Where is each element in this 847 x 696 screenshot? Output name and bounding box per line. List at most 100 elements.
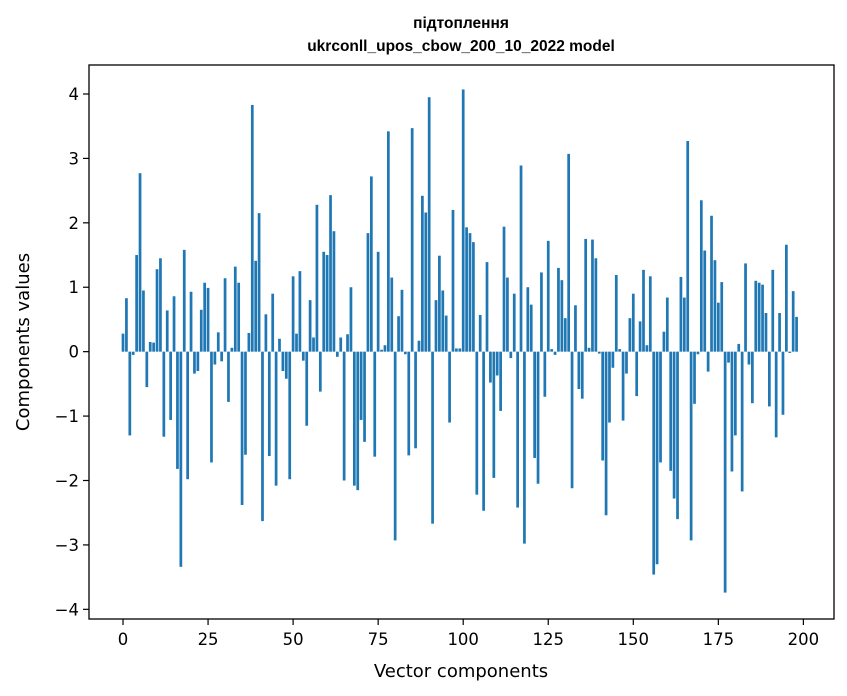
bar xyxy=(659,351,662,463)
bar xyxy=(227,351,230,402)
bar xyxy=(761,284,764,352)
x-tick-label: 75 xyxy=(368,630,389,649)
bar xyxy=(747,351,751,365)
bar xyxy=(397,316,400,352)
bar xyxy=(696,351,700,355)
bar xyxy=(676,351,679,520)
bar xyxy=(628,318,632,352)
bar xyxy=(533,351,536,458)
bar xyxy=(369,176,373,352)
bar xyxy=(703,250,707,352)
plot-frame xyxy=(88,64,835,620)
bar xyxy=(727,351,730,363)
x-tick-label: 125 xyxy=(532,630,564,649)
bar xyxy=(203,282,207,352)
bar xyxy=(138,173,142,352)
bar xyxy=(563,318,567,352)
bars-group xyxy=(121,89,798,593)
bar xyxy=(720,282,724,352)
bar xyxy=(768,351,771,407)
bar xyxy=(189,291,193,352)
bar xyxy=(713,260,717,352)
bar xyxy=(771,269,775,352)
bar xyxy=(529,304,533,352)
bar xyxy=(380,349,383,352)
bar xyxy=(625,351,628,374)
bar xyxy=(424,212,428,352)
y-tick-label: −2 xyxy=(55,472,79,491)
bar xyxy=(387,131,390,352)
bar xyxy=(648,276,652,352)
y-tick-label: 3 xyxy=(69,149,80,168)
bar xyxy=(699,200,703,352)
bar xyxy=(329,195,332,352)
bar xyxy=(580,351,584,399)
bar xyxy=(155,269,159,352)
bar xyxy=(737,343,741,352)
bar xyxy=(182,249,186,352)
bar xyxy=(608,351,611,423)
bar xyxy=(601,351,605,461)
y-axis-label: Components values xyxy=(13,253,34,431)
x-tick-label: 50 xyxy=(283,630,304,649)
bar xyxy=(288,351,292,480)
bar xyxy=(495,351,499,376)
bar xyxy=(376,251,380,352)
bar xyxy=(373,351,377,457)
bar xyxy=(733,351,737,436)
bar xyxy=(778,313,781,352)
bar xyxy=(689,351,693,541)
bar xyxy=(679,276,683,352)
bar xyxy=(159,258,162,352)
bar xyxy=(672,351,676,499)
bar xyxy=(295,333,298,352)
bar xyxy=(352,351,356,486)
bar xyxy=(240,351,244,505)
bar xyxy=(461,89,465,352)
bar xyxy=(247,332,251,352)
bar xyxy=(349,287,353,352)
bar xyxy=(318,351,322,392)
bar xyxy=(577,351,581,390)
bar xyxy=(193,351,196,374)
bar xyxy=(621,351,625,421)
bar xyxy=(553,351,557,355)
bar xyxy=(543,351,547,397)
bar xyxy=(614,275,618,352)
bar xyxy=(465,227,468,352)
bar xyxy=(383,345,387,352)
bar xyxy=(451,209,455,352)
bar xyxy=(478,314,482,352)
bar xyxy=(220,351,224,362)
bar xyxy=(730,351,734,472)
bar xyxy=(131,351,135,355)
bar xyxy=(366,233,370,352)
bar xyxy=(774,351,778,438)
bar xyxy=(434,300,438,352)
bar xyxy=(448,351,451,423)
y-tick-label: −4 xyxy=(55,600,79,619)
bar xyxy=(271,293,275,352)
bar xyxy=(335,351,339,357)
x-tick-label: 150 xyxy=(618,630,650,649)
bar xyxy=(597,351,601,354)
bar xyxy=(492,351,496,478)
bar xyxy=(472,242,475,352)
bar xyxy=(332,231,336,352)
bar xyxy=(390,277,394,352)
bar xyxy=(638,321,642,352)
bar xyxy=(257,213,261,352)
bar xyxy=(410,128,414,352)
bar xyxy=(431,351,434,524)
bar xyxy=(499,351,502,411)
y-tick-label: −3 xyxy=(55,536,79,555)
bar xyxy=(301,351,305,361)
y-tick-label: 2 xyxy=(69,214,80,233)
bar xyxy=(145,351,149,388)
bar xyxy=(557,267,560,352)
bar xyxy=(223,278,227,352)
bar xyxy=(587,347,591,352)
bar xyxy=(489,351,492,383)
bar xyxy=(604,351,608,516)
bar xyxy=(662,331,666,352)
